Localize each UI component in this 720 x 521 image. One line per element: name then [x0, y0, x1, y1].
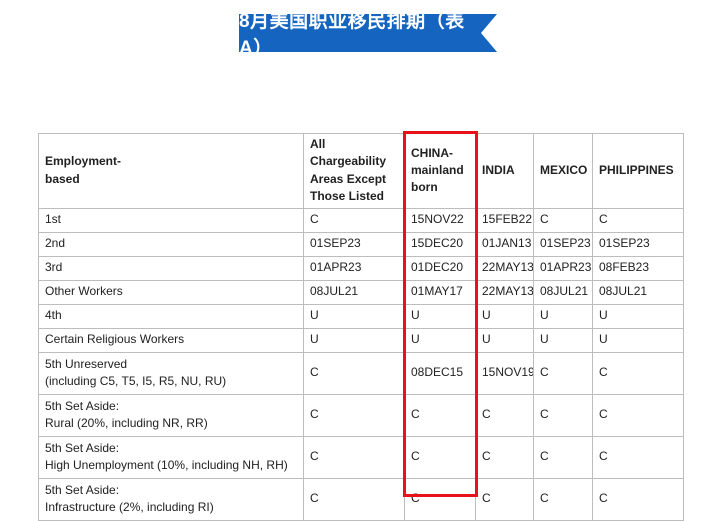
table-cell: C [533, 435, 593, 479]
table-cell: 01APR23 [533, 255, 593, 281]
table-cell: 08DEC15 [404, 351, 476, 395]
table-cell: C [533, 207, 593, 233]
row-label: 3rd [38, 255, 304, 281]
table-row-5th-rural: 5th Set Aside: Rural (20%, including NR,… [38, 393, 684, 437]
table-cell: 01SEP23 [533, 231, 593, 257]
table-cell: 22MAY13 [475, 279, 534, 305]
row-label: 5th Set Aside: Infrastructure (2%, inclu… [38, 477, 304, 521]
visa-bulletin-table: Employment- based All Chargeability Area… [38, 133, 684, 521]
table-row-5th-high-unemployment: 5th Set Aside: High Unemployment (10%, i… [38, 435, 684, 479]
table-cell: C [533, 393, 593, 437]
table-cell: 15NOV19 [475, 351, 534, 395]
row-label: 5th Set Aside: Rural (20%, including NR,… [38, 393, 304, 437]
table-cell: U [303, 303, 405, 329]
table-cell: C [475, 477, 534, 521]
table-cell: 08JUL21 [592, 279, 684, 305]
table-row-religious-workers: Certain Religious Workers U U U U U [38, 327, 684, 353]
table-cell: U [303, 327, 405, 353]
table-cell: U [475, 303, 534, 329]
table-cell: C [303, 393, 405, 437]
row-label: 2nd [38, 231, 304, 257]
col-header-employment-based: Employment- based [38, 133, 304, 209]
row-label: 4th [38, 303, 304, 329]
table-cell: U [533, 327, 593, 353]
table-cell: C [404, 435, 476, 479]
table-cell: 15FEB22 [475, 207, 534, 233]
table-row-5th-unreserved: 5th Unreserved (including C5, T5, I5, R5… [38, 351, 684, 395]
table-cell: 01SEP23 [592, 231, 684, 257]
table-cell: 15NOV22 [404, 207, 476, 233]
row-label: Other Workers [38, 279, 304, 305]
table-cell: C [303, 207, 405, 233]
row-label: Certain Religious Workers [38, 327, 304, 353]
row-label: 5th Unreserved (including C5, T5, I5, R5… [38, 351, 304, 395]
table-cell: 01APR23 [303, 255, 405, 281]
table-cell: U [404, 327, 476, 353]
table-cell: U [475, 327, 534, 353]
table-row-1st: 1st C 15NOV22 15FEB22 C C [38, 207, 684, 233]
table-cell: C [475, 393, 534, 437]
table-cell: 08FEB23 [592, 255, 684, 281]
header-row: Employment- based All Chargeability Area… [38, 133, 684, 209]
table-cell: 08JUL21 [303, 279, 405, 305]
table-cell: C [303, 351, 405, 395]
table-cell: C [303, 477, 405, 521]
col-header-china-mainland: CHINA- mainland born [404, 133, 476, 209]
table-cell: 01MAY17 [404, 279, 476, 305]
table-cell: C [592, 477, 684, 521]
table-cell: C [592, 393, 684, 437]
table-cell: C [533, 351, 593, 395]
table-cell: C [592, 207, 684, 233]
title-banner-ribbon: 8月美国职业移民排期（表A） [239, 14, 497, 52]
col-header-all-chargeability: All Chargeability Areas Except Those Lis… [303, 133, 405, 209]
table-row-5th-infrastructure: 5th Set Aside: Infrastructure (2%, inclu… [38, 477, 684, 521]
table-row-2nd: 2nd 01SEP23 15DEC20 01JAN13 01SEP23 01SE… [38, 231, 684, 257]
table-cell: U [404, 303, 476, 329]
col-header-philippines: PHILIPPINES [592, 133, 684, 209]
table-cell: 15DEC20 [404, 231, 476, 257]
table-cell: U [592, 327, 684, 353]
table-cell: C [475, 435, 534, 479]
table-cell: C [592, 351, 684, 395]
page-title: 8月美国职业移民排期（表A） [239, 11, 465, 59]
table-cell: 08JUL21 [533, 279, 593, 305]
col-header-mexico: MEXICO [533, 133, 593, 209]
table-cell: C [592, 435, 684, 479]
row-label: 1st [38, 207, 304, 233]
table-cell: 22MAY13 [475, 255, 534, 281]
table-row-3rd: 3rd 01APR23 01DEC20 22MAY13 01APR23 08FE… [38, 255, 684, 281]
table-cell: C [303, 435, 405, 479]
table-cell: U [592, 303, 684, 329]
row-label: 5th Set Aside: High Unemployment (10%, i… [38, 435, 304, 479]
table-cell: U [533, 303, 593, 329]
table-cell: 01DEC20 [404, 255, 476, 281]
col-header-india: INDIA [475, 133, 534, 209]
table-cell: 01JAN13 [475, 231, 534, 257]
table-cell: C [404, 393, 476, 437]
table-cell: C [533, 477, 593, 521]
table-row-other-workers: Other Workers 08JUL21 01MAY17 22MAY13 08… [38, 279, 684, 305]
table-row-4th: 4th U U U U U [38, 303, 684, 329]
table-cell: C [404, 477, 476, 521]
table-cell: 01SEP23 [303, 231, 405, 257]
